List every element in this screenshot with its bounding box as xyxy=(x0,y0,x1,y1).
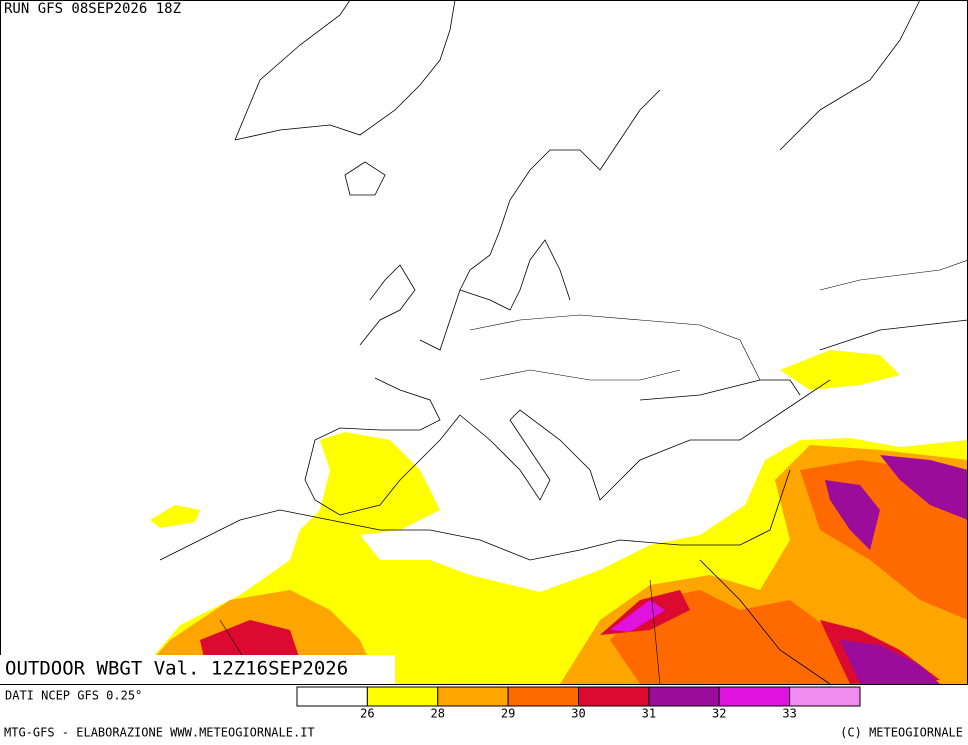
legend-tick-label: 32 xyxy=(712,707,726,721)
legend-swatch xyxy=(718,686,791,707)
run-label: RUN GFS 08SEP2026 18Z xyxy=(4,1,181,17)
legend-swatch xyxy=(789,686,861,707)
map-title: OUTDOOR WBGT Val. 12Z16SEP2026 xyxy=(5,658,348,680)
legend-swatch xyxy=(366,686,439,707)
footer-left: MTG-GFS - ELABORAZIONE WWW.METEOGIORNALE… xyxy=(4,726,315,740)
legend-tick-label: 33 xyxy=(782,707,796,721)
heat-fields xyxy=(130,350,968,684)
field-yellow xyxy=(150,505,200,528)
field-magenta xyxy=(610,600,665,632)
legend-tick-label: 26 xyxy=(360,707,374,721)
legend-tick-label: 31 xyxy=(642,707,656,721)
data-source: DATI NCEP GFS 0.25° xyxy=(5,689,142,703)
legend-swatch xyxy=(648,686,720,707)
legend-tick-label: 29 xyxy=(501,707,515,721)
coastlines xyxy=(159,0,968,685)
legend-swatch xyxy=(437,686,509,707)
field-purple xyxy=(840,640,940,684)
legend-swatch xyxy=(578,686,650,707)
legend-swatch xyxy=(507,686,579,707)
field-yellow xyxy=(780,350,900,390)
title-box xyxy=(0,655,395,684)
legend-tick-label: 30 xyxy=(571,707,585,721)
legend-tick-label: 28 xyxy=(431,707,445,721)
legend-swatch xyxy=(296,686,368,707)
legend: 26 28 29 30 31 32 33 xyxy=(296,686,861,721)
field-purple xyxy=(825,480,880,550)
footer-right: (C) METEOGIORNALE xyxy=(840,726,963,740)
field-purple xyxy=(880,455,968,520)
